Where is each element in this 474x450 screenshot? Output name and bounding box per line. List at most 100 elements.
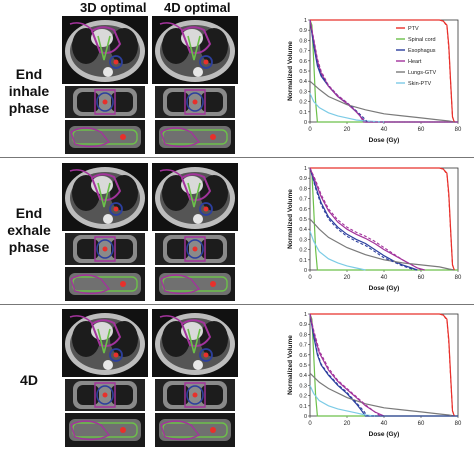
right-lung [167,239,189,259]
axial-ct-slice [62,16,148,84]
tumor-dose-spot [203,206,209,212]
vertebra [193,360,203,370]
coronal-ct-slice [65,86,145,118]
esophagus-contour [109,55,123,69]
heart-contour [94,236,116,262]
ct-scan-panel [152,16,238,157]
heart-contour [70,420,111,441]
esophagus-contour [199,348,213,362]
heart-contour [90,26,122,54]
heart-contour [180,26,212,54]
series-line-esophagus-dashed [309,313,458,417]
left-lung [110,321,138,357]
y-tick-label: 0.9 [299,176,307,182]
y-tick-label: 0.7 [299,197,307,203]
left-lung [200,321,228,357]
x-tick-label: 60 [418,421,425,427]
right-lung [77,385,99,405]
left-lung [111,92,133,112]
y-tick-label: 0.4 [299,79,307,85]
heart-contour [70,127,111,148]
right-lung [167,92,189,112]
right-lung [77,239,99,259]
y-tick-label: 1 [304,166,307,172]
y-tick-label: 0.8 [299,332,307,338]
coronal-ct-slice [65,379,145,411]
left-lung [110,175,138,211]
heart-contour [160,274,201,295]
y-tick-label: 1 [304,312,307,318]
ct-scan-panel [62,309,148,450]
series-line-lungs-gtv [309,372,455,417]
tumor-dose-spot [210,281,216,287]
series-line-ptv-dashed [310,313,455,417]
series-line-lungs-gtv [309,80,455,123]
series-line-heart-dashed [309,19,458,123]
tumor-dose-spot [102,99,108,105]
vertebra [193,67,203,77]
left-lung [201,385,223,405]
x-tick-label: 20 [344,421,351,427]
series-line-skin-ptv [309,385,375,417]
sagittal-ct-slice [155,120,235,154]
axial-ct-slice [152,16,238,84]
x-tick-label: 80 [455,275,462,281]
tumor-dose-spot [210,427,216,433]
x-tick-label: 0 [308,421,312,427]
sagittal-ct-slice [155,413,235,447]
left-lung [200,28,228,64]
lung-contour [97,35,111,61]
y-tick-label: 0.9 [299,322,307,328]
y-tick-label: 0.3 [299,237,307,243]
y-tick-label: 0.3 [299,89,307,95]
y-tick-label: 0.5 [299,69,307,75]
x-tick-label: 80 [455,127,462,133]
esophagus-contour [186,239,204,259]
header-4d-optimal: 4D optimal [164,0,231,15]
heart-contour [180,173,212,201]
left-lung [200,175,228,211]
y-tick-label: 0.1 [299,110,307,116]
series-line-ptv-dashed [310,167,455,271]
esophagus-contour [109,202,123,216]
coronal-ct-slice [155,233,235,265]
row-label-line: End [15,66,43,82]
ct-scan-panel [152,163,238,304]
axial-ct-slice [62,163,148,231]
ct-scan-panel [62,163,148,304]
y-tick-label: 0.6 [299,207,307,213]
series-line-skin-ptv [309,93,385,123]
row-separator [0,304,474,305]
y-axis-label: Normalized Volume [287,189,294,249]
row-label-4d: 4D [0,372,58,389]
x-tick-label: 60 [418,127,425,133]
legend-label: Heart [408,59,422,65]
series-line-esophagus-dashed [309,167,418,271]
sagittal-ct-slice [65,120,145,154]
row-label-line: phase [8,100,50,116]
x-tick-label: 40 [381,127,388,133]
x-tick-label: 40 [381,421,388,427]
esophagus-contour [109,348,123,362]
skin-contour [69,315,93,324]
legend-label: Skin-PTV [408,81,432,87]
x-tick-label: 40 [381,275,388,281]
x-axis-label: Dose (Gy) [369,137,400,144]
y-tick-label: 0.8 [299,38,307,44]
y-tick-label: 0.1 [299,404,307,410]
y-tick-label: 0.8 [299,186,307,192]
heart-contour [160,420,201,441]
x-tick-label: 0 [308,275,312,281]
heart-contour [90,173,122,201]
vertebra [103,214,113,224]
legend: PTV Spinal cord Esophagus Heart Lungs-GTV Ski… [396,26,436,87]
axial-ct-slice [152,309,238,377]
heart-contour [70,274,111,295]
esophagus-contour [199,55,213,69]
y-tick-label: 0.2 [299,394,307,400]
coronal-ct-slice [155,379,235,411]
heart-contour [180,319,212,347]
coronal-ct-slice [155,86,235,118]
coronal-ct-slice [65,233,145,265]
legend-label: PTV [408,26,419,32]
